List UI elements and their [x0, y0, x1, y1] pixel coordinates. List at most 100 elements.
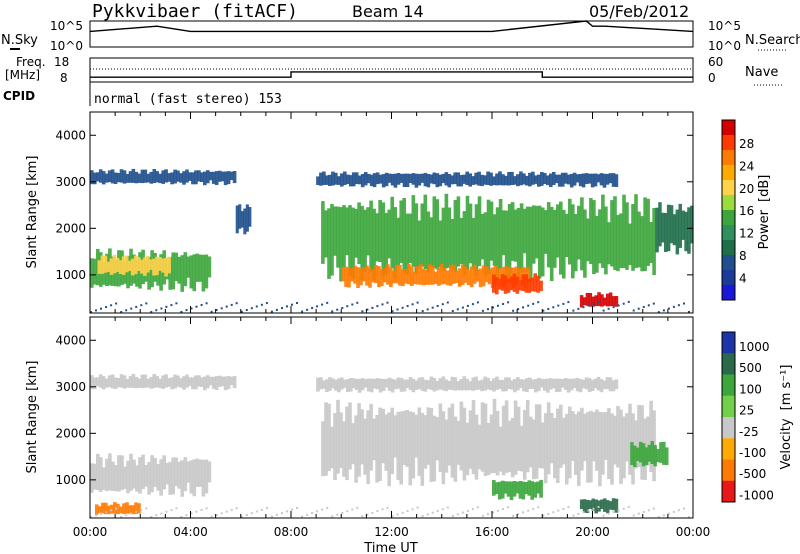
- heatmap-cell: [344, 266, 348, 287]
- heatmap-cell: [328, 174, 332, 186]
- heatmap-cell: [622, 416, 626, 479]
- heatmap-cell: [349, 378, 353, 392]
- heatmap-cell: [516, 174, 520, 187]
- speckle-cell: [351, 508, 354, 511]
- heatmap-cell: [528, 172, 532, 187]
- heatmap-cell: [483, 403, 488, 476]
- heatmap-cell: [146, 173, 151, 183]
- heatmap-cell: [472, 264, 477, 284]
- heatmap-cell: [489, 201, 494, 261]
- heatmap-cell: [337, 176, 341, 185]
- heatmap-cell: [616, 214, 620, 272]
- speckle-cell: [537, 506, 540, 509]
- speckle-cell: [396, 308, 399, 311]
- heatmap-cell: [378, 378, 383, 393]
- date-title: 05/Feb/2012: [589, 2, 689, 21]
- heatmap-cell: [211, 376, 216, 389]
- heatmap-cell: [658, 202, 662, 247]
- heatmap-cell: [393, 379, 398, 390]
- heatmap-cell: [492, 176, 496, 186]
- speckle-cell: [361, 310, 364, 313]
- heatmap-cell: [462, 376, 466, 391]
- heatmap-cell: [492, 398, 497, 474]
- heatmap-cell: [521, 274, 526, 291]
- heatmap-cell: [560, 379, 565, 388]
- heatmap-cell: [565, 213, 569, 258]
- heatmap-cell: [381, 408, 385, 464]
- heatmap-cell: [240, 211, 244, 228]
- heatmap-cell: [381, 202, 385, 277]
- heatmap-cell: [401, 269, 405, 287]
- heatmap-cell: [582, 499, 587, 513]
- heatmap-cell: [206, 375, 210, 389]
- heatmap-cell: [587, 378, 592, 393]
- heatmap-cell: [495, 277, 499, 295]
- heatmap-cell: [334, 379, 338, 391]
- heatmap-cell: [522, 208, 527, 254]
- y-tick-label: 2000: [55, 426, 86, 440]
- speckle-cell: [120, 516, 123, 518]
- heatmap-cell: [477, 196, 482, 267]
- speckle-cell: [301, 310, 304, 313]
- heatmap-cell: [399, 411, 403, 485]
- heatmap-cell: [214, 376, 219, 390]
- heatmap-cell: [678, 203, 682, 248]
- heatmap-cell: [641, 443, 646, 467]
- heatmap-cell: [155, 256, 159, 276]
- heatmap-cell: [203, 171, 207, 186]
- heatmap-cell: [474, 376, 478, 390]
- heatmap-cell: [453, 377, 457, 391]
- heatmap-cell: [600, 294, 604, 307]
- heatmap-cell: [563, 378, 568, 390]
- heatmap-cell: [646, 198, 650, 266]
- speckle-cell: [406, 305, 409, 307]
- heatmap-cell: [536, 481, 540, 494]
- heatmap-cell: [369, 378, 374, 393]
- heatmap-cell: [444, 172, 449, 186]
- heatmap-cell: [98, 374, 103, 388]
- heatmap-cell: [503, 481, 508, 494]
- heatmap-cell: [625, 202, 629, 270]
- heatmap-cell: [519, 425, 524, 472]
- speckle-cell: [381, 303, 384, 306]
- heatmap-cell: [602, 380, 607, 390]
- heatmap-cell: [90, 375, 94, 390]
- heatmap-cell-cluster: [316, 376, 619, 393]
- velocity-blob-layer: [90, 373, 690, 519]
- heatmap-cell: [515, 481, 520, 494]
- speckle-cell: [597, 301, 600, 303]
- heatmap-cell: [93, 377, 97, 390]
- heatmap-cell: [637, 405, 641, 467]
- heatmap-cell: [345, 207, 349, 256]
- heatmap-cell: [93, 172, 97, 185]
- heatmap-cell: [143, 374, 148, 388]
- speckle-cell: [270, 515, 273, 518]
- heatmap-cell: [386, 264, 390, 285]
- heatmap-cell: [141, 454, 145, 490]
- heatmap-cell: [105, 458, 109, 492]
- heatmap-cell: [171, 457, 175, 495]
- heatmap-cell: [137, 173, 142, 183]
- speckle-cell: [527, 509, 530, 512]
- speckle-cell: [210, 310, 213, 313]
- heatmap-cell: [552, 378, 556, 389]
- colorbar-swatch: [722, 459, 735, 482]
- speckle-cell: [366, 308, 369, 311]
- heatmap-cell: [183, 252, 188, 287]
- heatmap-cell: [116, 503, 120, 515]
- heatmap-cell: [383, 267, 387, 283]
- heatmap-cell: [131, 373, 136, 388]
- speckle-cell: [677, 304, 680, 307]
- speckle-cell: [451, 515, 454, 517]
- heatmap-cell: [480, 402, 485, 472]
- heatmap-cell: [477, 380, 481, 390]
- heatmap-cell: [111, 461, 115, 491]
- heatmap-cell: [496, 268, 501, 281]
- heatmap-cell: [614, 296, 619, 307]
- heatmap-cell: [167, 256, 171, 274]
- speckle-cell: [291, 303, 293, 306]
- speckle-cell: [451, 310, 454, 312]
- heatmap-cell: [591, 498, 595, 511]
- heatmap-cell: [478, 268, 483, 288]
- heatmap-cell: [235, 205, 239, 234]
